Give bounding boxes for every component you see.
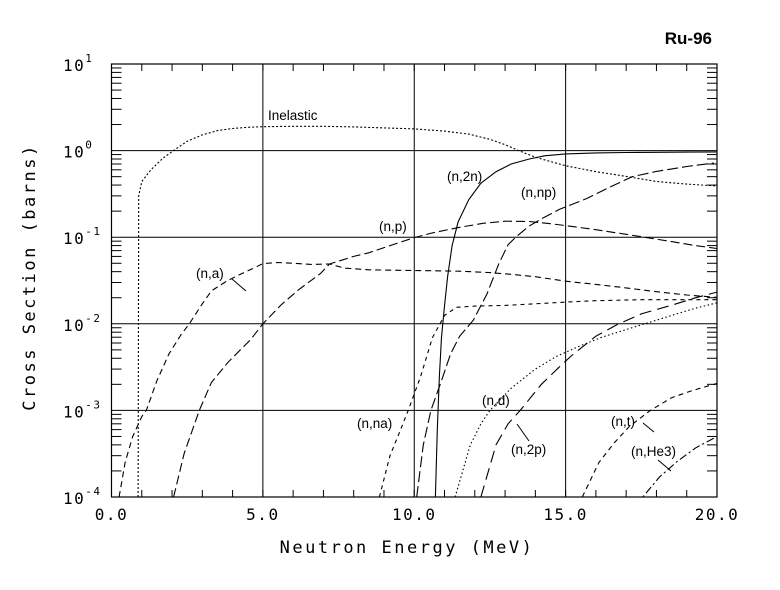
- curve-nhe3: [642, 436, 717, 497]
- curve-labels: Inelastic (n,2n) (n,np) (n,p) (n,a) (n,na) (n,…: [196, 108, 676, 459]
- label-pointer-3: [657, 459, 672, 472]
- curve-label-np: (n,p): [379, 219, 407, 234]
- curve-label-n2n: (n,2n): [447, 169, 482, 184]
- y-tick-label-10^-3: 10-3: [63, 398, 102, 421]
- curve-nd: [454, 302, 717, 497]
- y-tick-label-10^-4: 10-4: [63, 485, 102, 508]
- curve-nt: [581, 382, 717, 497]
- x-tick-label-5.0: 5.0: [246, 505, 279, 524]
- curve-inelastic: [137, 125, 717, 497]
- curve-nnp: [416, 162, 715, 497]
- curve-label-nnp: (n,np): [521, 185, 556, 200]
- curve-label-nna: (n,na): [357, 416, 392, 431]
- curve-label-nhe3: (n,He3): [631, 444, 676, 459]
- x-tick-label-20.0: 20.0: [695, 505, 740, 524]
- x-axis-title: Neutron Energy (MeV): [279, 538, 535, 558]
- minor-ticks: [111, 64, 717, 497]
- curve-np: [173, 220, 717, 497]
- curve-label-inelastic: Inelastic: [268, 108, 318, 123]
- chart-title: Ru-96: [664, 29, 712, 48]
- y-tick-label-10^-2: 10-2: [63, 312, 102, 335]
- y-tick-label-10^1: 101: [63, 52, 93, 75]
- curves: [118, 125, 717, 497]
- curve-label-nd: (n,d): [482, 393, 510, 408]
- x-tick-label-10.0: 10.0: [392, 505, 437, 524]
- x-tick-label-0.0: 0.0: [95, 505, 128, 524]
- y-tick-labels: 101 100 10-1 10-2 10-3 10-4: [63, 52, 102, 508]
- curve-nna: [378, 299, 717, 497]
- plot-frame: [110, 63, 718, 498]
- label-pointer-2: [642, 422, 655, 433]
- x-tick-labels: 0.0 5.0 10.0 15.0 20.0: [95, 505, 740, 524]
- label-pointer-0: [231, 278, 247, 292]
- y-axis-title: Cross Section (barns): [20, 143, 40, 411]
- curve-n2p: [480, 291, 717, 497]
- y-tick-label-10^0: 100: [63, 139, 93, 162]
- curve-label-na: (n,a): [196, 266, 224, 281]
- y-tick-label-10^-1: 10-1: [63, 225, 102, 248]
- curve-n2n: [434, 151, 717, 497]
- label-pointer-1: [516, 423, 530, 442]
- curve-na: [118, 261, 717, 497]
- curve-label-nt: (n,t): [611, 414, 635, 429]
- x-tick-label-15.0: 15.0: [543, 505, 588, 524]
- label-pointers: [231, 278, 672, 472]
- curve-label-n2p: (n,2p): [511, 442, 546, 457]
